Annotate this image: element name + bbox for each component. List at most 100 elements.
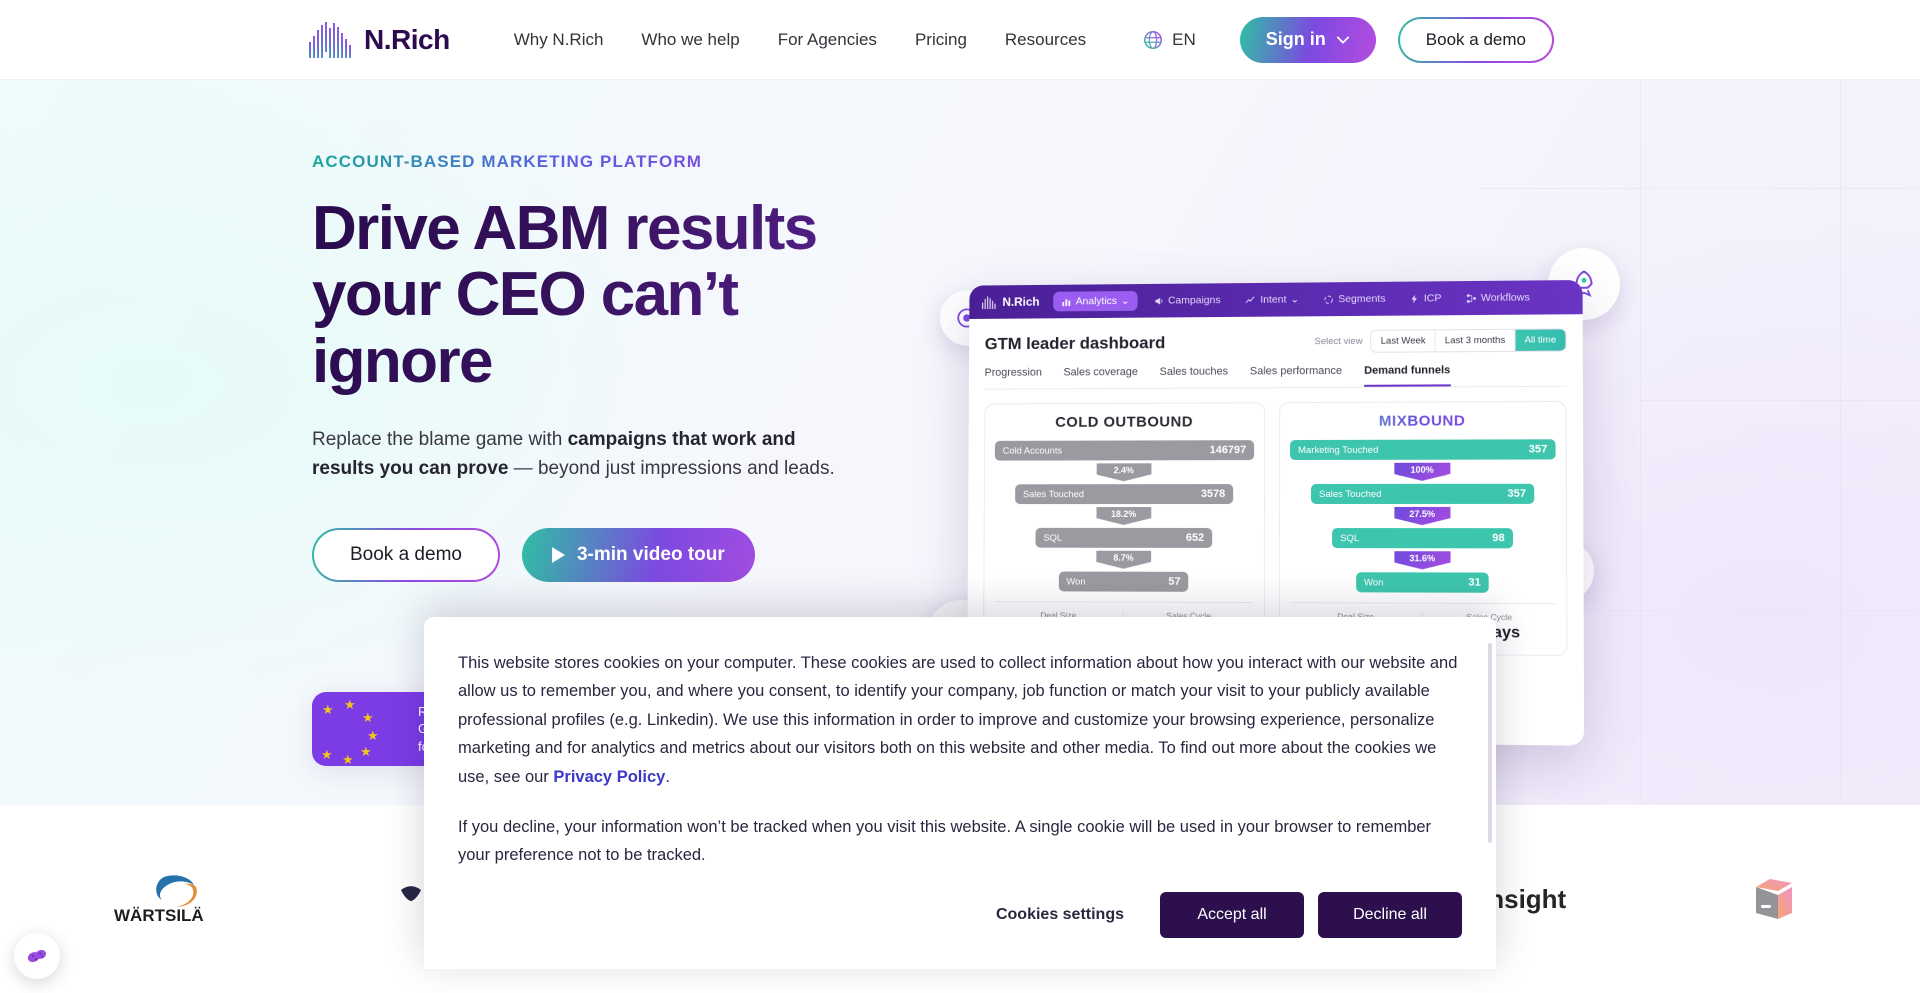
dashboard-nav-segments[interactable]: Segments xyxy=(1315,289,1393,310)
cookie-dialog-actions: Cookies settings Accept all Decline all xyxy=(458,891,1462,938)
hero-grid-decoration xyxy=(0,80,1920,805)
cookie-consent-dialog: This website stores cookies on your comp… xyxy=(424,617,1496,969)
dashboard-tab-progression[interactable]: Progression xyxy=(984,366,1042,379)
dashboard-nav-analytics[interactable]: Analytics ⌄ xyxy=(1053,290,1138,312)
privacy-policy-link[interactable]: Privacy Policy xyxy=(553,767,666,786)
dashboard-nav-workflows[interactable]: Workflows xyxy=(1458,287,1538,308)
funnel-mix-conv-3: 31.6% xyxy=(1394,551,1451,569)
hero-title-line-1: Drive ABM results xyxy=(312,194,817,263)
range-last-3-months[interactable]: Last 3 months xyxy=(1435,329,1516,352)
funnel-cold-stage-1-label: Cold Accounts xyxy=(1002,445,1063,457)
eu-stars-icon: ★ ★ ★ ★ ★ ★ ★ xyxy=(312,692,408,766)
chevron-down-icon: ⌄ xyxy=(1120,295,1130,307)
modal-scrollbar[interactable] xyxy=(1488,643,1492,843)
cookie-paragraph-1: This website stores cookies on your comp… xyxy=(458,649,1462,791)
funnel-mix-stage-4-label: Won xyxy=(1363,576,1384,588)
cookie-paragraph-1-text: This website stores cookies on your comp… xyxy=(458,654,1458,786)
language-label: EN xyxy=(1172,29,1196,49)
funnel-cold-stage-3-label: SQL xyxy=(1043,532,1063,544)
megaphone-icon xyxy=(1155,297,1164,305)
trend-icon xyxy=(1244,294,1256,305)
nav-item-pricing[interactable]: Pricing xyxy=(914,29,967,49)
nav-item-resources[interactable]: Resources xyxy=(1004,29,1087,49)
dashboard-header-row: GTM leader dashboard Select view Last We… xyxy=(985,328,1567,355)
dashboard-view-controls: Select view Last Week Last 3 months All … xyxy=(1314,328,1567,353)
demand-funnels-panel: COLD OUTBOUND Cold Accounts 146797 2.4% … xyxy=(983,387,1568,656)
funnel-mix-title: MIXBOUND xyxy=(1290,412,1555,430)
funnel-mix-stage-2-label: Sales Touched xyxy=(1319,488,1382,500)
hero-title-line-2: your CEO can’t xyxy=(312,260,738,330)
hero-video-tour-label: 3-min video tour xyxy=(576,543,725,565)
language-switcher[interactable]: EN xyxy=(1142,29,1196,51)
funnel-mix-stage-3-label: SQL xyxy=(1340,532,1360,544)
cookie-paragraph-2: If you decline, your information won’t b… xyxy=(458,817,1432,865)
cube-logo-icon xyxy=(1756,879,1793,919)
funnel-cold-stage-2-label: Sales Touched xyxy=(1023,488,1085,500)
main-nav: Why N.Rich Who we help For Agencies Pric… xyxy=(514,30,1086,50)
dashboard-tab-sales-touches[interactable]: Sales touches xyxy=(1159,365,1229,378)
funnel-cold-stage-3: SQL 652 xyxy=(1035,527,1213,548)
site-header: N.Rich Why N.Rich Who we help For Agenci… xyxy=(0,0,1920,80)
dashboard-tab-demand-funnels[interactable]: Demand funnels xyxy=(1364,364,1451,387)
dashboard-nav-icp[interactable]: ICP xyxy=(1402,288,1450,308)
play-icon xyxy=(551,546,565,563)
chevron-down-icon: ⌄ xyxy=(1290,293,1300,306)
dashboard-nav-intent[interactable]: Intent ⌄ xyxy=(1236,289,1307,309)
hero-cta-group: Book a demo 3-min video tour xyxy=(312,527,872,582)
dashboard-nav-analytics-label: Analytics xyxy=(1075,295,1118,308)
sign-in-button[interactable]: Sign in xyxy=(1239,16,1376,63)
funnel-mix-stage-2: Sales Touched 357 xyxy=(1311,483,1535,504)
dashboard-tab-sales-performance[interactable]: Sales performance xyxy=(1249,364,1343,378)
hero-sub-bold: campaigns that work and results you can … xyxy=(312,428,796,480)
sign-in-label: Sign in xyxy=(1265,29,1326,49)
dashboard-body: GTM leader dashboard Select view Last We… xyxy=(967,314,1583,656)
dashboard-title: GTM leader dashboard xyxy=(984,332,1166,353)
funnel-mix-stage-1-label: Marketing Touched xyxy=(1298,444,1379,456)
brand-logo[interactable]: N.Rich xyxy=(308,20,450,60)
decline-all-button[interactable]: Decline all xyxy=(1318,891,1462,938)
cookie-icon xyxy=(27,949,47,963)
funnel-cold-stage-4-value: 57 xyxy=(1168,575,1181,588)
header-actions: Sign in Book a demo xyxy=(1239,16,1554,63)
dashboard-nav-workflows-label: Workflows xyxy=(1480,291,1530,304)
workflow-icon xyxy=(1466,292,1476,303)
logo-cube xyxy=(1748,869,1808,929)
nav-item-who-we-help[interactable]: Who we help xyxy=(641,29,740,49)
funnel-cold-stage-3-value: 652 xyxy=(1185,531,1205,544)
dashboard-nav-campaigns-label: Campaigns xyxy=(1168,294,1221,307)
book-demo-nav-label: Book a demo xyxy=(1425,29,1526,49)
funnel-cold-stage-1: Cold Accounts 146797 xyxy=(994,440,1255,461)
nav-item-for-agencies[interactable]: For Agencies xyxy=(777,29,877,49)
hero-title: Drive ABM results your CEO can’t ignore xyxy=(312,196,872,395)
range-all-time[interactable]: All time xyxy=(1515,329,1566,351)
dashboard-nav-segments-label: Segments xyxy=(1338,292,1386,306)
funnel-mix-stage-1-value: 357 xyxy=(1528,443,1548,456)
cookies-settings-button[interactable]: Cookies settings xyxy=(995,905,1124,923)
hero-subtitle: Replace the blame game with campaigns th… xyxy=(312,425,842,484)
cookie-preferences-widget[interactable] xyxy=(14,933,60,979)
dashboard-tabs: Progression Sales coverage Sales touches… xyxy=(984,363,1567,390)
book-demo-nav-button[interactable]: Book a demo xyxy=(1398,17,1554,63)
funnel-mix-stage-2-value: 357 xyxy=(1507,487,1527,500)
funnel-mix-stage-3: SQL 98 xyxy=(1332,528,1513,549)
logo-wartsila: WÄRTSILÄ xyxy=(112,869,252,929)
funnel-mix-stage-1: Marketing Touched 357 xyxy=(1290,439,1556,461)
nrich-logo-small-icon xyxy=(982,296,996,309)
svg-text:WÄRTSILÄ: WÄRTSILÄ xyxy=(114,906,204,925)
accept-all-button[interactable]: Accept all xyxy=(1160,891,1304,938)
dashboard-nav-campaigns[interactable]: Campaigns xyxy=(1145,290,1228,311)
funnel-cold-stage-2-value: 3578 xyxy=(1200,488,1226,501)
hero-video-tour-button[interactable]: 3-min video tour xyxy=(521,527,755,582)
bar-chart-icon xyxy=(1062,298,1071,306)
cookie-paragraph-1-end: . xyxy=(665,767,670,786)
dashboard-brand-name: N.Rich xyxy=(1002,294,1040,309)
dashboard-tab-sales-coverage[interactable]: Sales coverage xyxy=(1063,366,1138,379)
funnel-cold-conv-1: 2.4% xyxy=(1096,463,1151,481)
dashboard-brand: N.Rich xyxy=(981,294,1040,309)
hero-book-demo-button[interactable]: Book a demo xyxy=(312,528,500,582)
funnel-cold-stage-4-label: Won xyxy=(1066,576,1086,588)
dashboard-topbar: N.Rich Analytics ⌄ Campaigns xyxy=(969,279,1583,319)
range-last-week[interactable]: Last Week xyxy=(1371,330,1436,352)
nav-item-why-nrich[interactable]: Why N.Rich xyxy=(513,29,604,49)
funnel-cold-stage-1-value: 146797 xyxy=(1209,444,1247,457)
